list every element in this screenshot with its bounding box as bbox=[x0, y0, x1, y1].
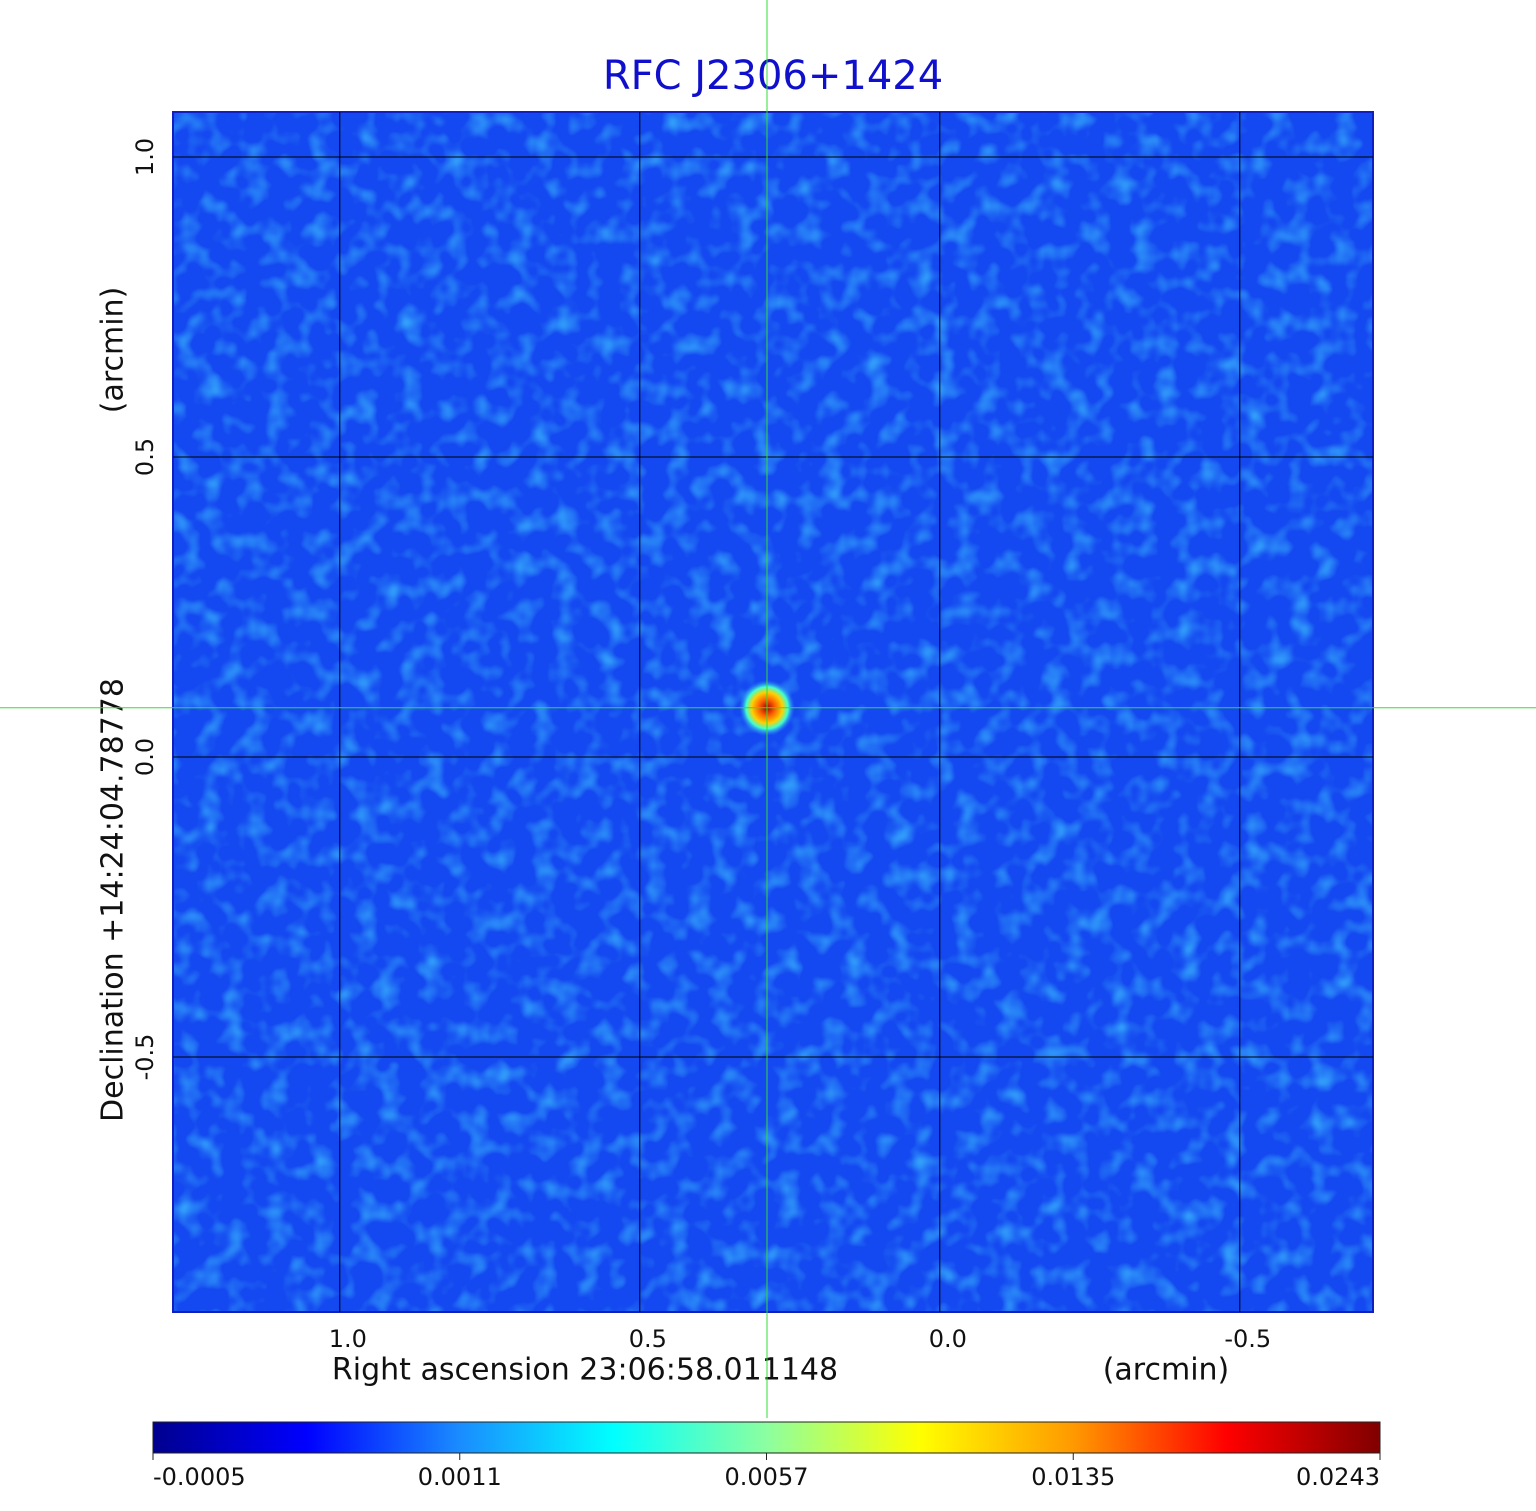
y-tick-label: -0.5 bbox=[131, 1034, 159, 1081]
colorbar-tick-label: -0.0005 bbox=[153, 1463, 246, 1491]
colorbar-tick-label: 0.0243 bbox=[1296, 1463, 1380, 1491]
colorbar-tick-label: 0.0011 bbox=[418, 1463, 502, 1491]
colorbar-tick-label: 0.0135 bbox=[1031, 1463, 1115, 1491]
x-tick-label: 0.5 bbox=[629, 1325, 667, 1353]
y-axis-label: Declination +14:24:04.78778 bbox=[96, 678, 131, 1122]
colorbar-tick-label: 0.0057 bbox=[725, 1463, 809, 1491]
chart-title: RFC J2306+1424 bbox=[603, 53, 943, 99]
image-frame bbox=[172, 111, 1374, 1313]
colorbar bbox=[152, 1421, 1381, 1454]
x-axis-unit: (arcmin) bbox=[1103, 1353, 1230, 1388]
y-tick-label: 0.5 bbox=[131, 438, 159, 476]
y-tick-label: 0.0 bbox=[131, 738, 159, 776]
x-axis-label: Right ascension 23:06:58.011148 bbox=[332, 1353, 838, 1388]
y-tick-label: 1.0 bbox=[131, 138, 159, 176]
x-tick-label: -0.5 bbox=[1224, 1325, 1271, 1353]
x-tick-label: 1.0 bbox=[329, 1325, 367, 1353]
x-tick-label: 0.0 bbox=[929, 1325, 967, 1353]
y-axis-unit: (arcmin) bbox=[96, 287, 131, 414]
